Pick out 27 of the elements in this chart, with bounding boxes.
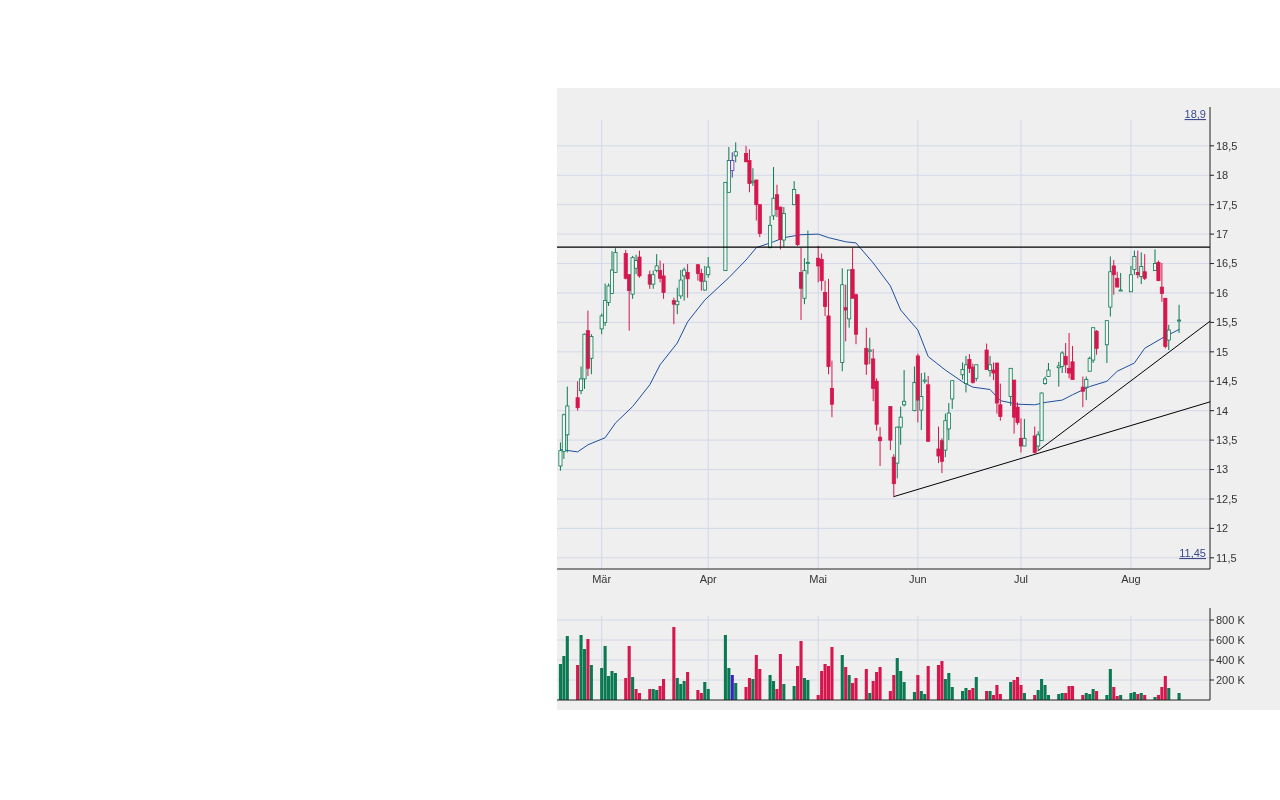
y-tick-label: 600 K — [1216, 633, 1246, 646]
y-tick-label: 18,5 — [1216, 139, 1238, 152]
y-tick-label: 15,5 — [1216, 316, 1238, 329]
y-tick-label: 15 — [1216, 345, 1229, 358]
y-tick-label: 18 — [1216, 169, 1229, 182]
y-tick-label: 16,5 — [1216, 257, 1238, 270]
x-tick-label: Mär — [592, 573, 612, 585]
y-tick-label: 12 — [1216, 522, 1229, 535]
y-tick-label: 14 — [1216, 404, 1229, 417]
y-tick-label: 17 — [1216, 227, 1229, 240]
x-tick-label: Aug — [1121, 573, 1141, 585]
y-tick-label: 200 K — [1216, 673, 1246, 686]
annotation: 11,45 — [1179, 547, 1206, 559]
y-tick-label: 12,5 — [1216, 492, 1238, 505]
x-tick-label: Jul — [1013, 573, 1029, 585]
y-tick-label: 14,5 — [1216, 375, 1238, 388]
y-tick-label: 16 — [1216, 286, 1229, 299]
x-tick-label: Apr — [699, 573, 718, 585]
x-tick-label: Jun — [908, 573, 927, 585]
y-tick-label: 11,5 — [1216, 551, 1237, 564]
y-tick-label: 800 K — [1216, 613, 1246, 626]
y-tick-label: 13,5 — [1216, 433, 1238, 446]
x-tick-label: Mai — [809, 573, 828, 585]
annotation: 18,9 — [1184, 108, 1206, 120]
y-tick-label: 13 — [1216, 463, 1229, 476]
y-tick-label: 17,5 — [1216, 198, 1238, 211]
y-tick-label: 400 K — [1216, 653, 1246, 666]
